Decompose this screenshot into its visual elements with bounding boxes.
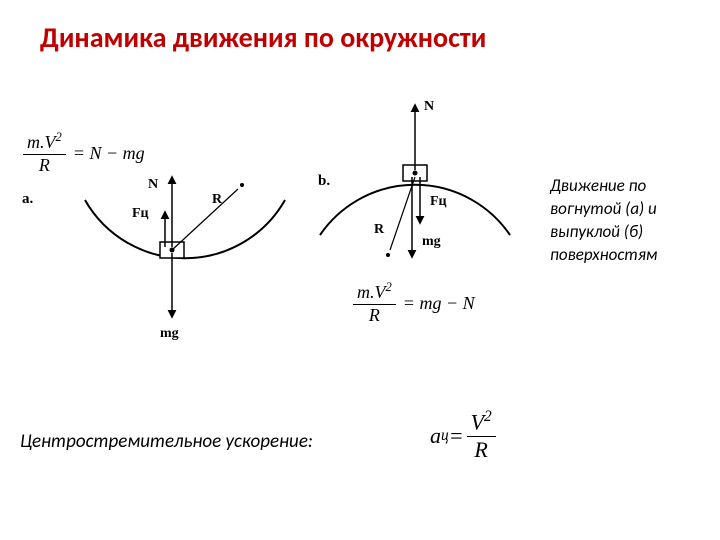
case-a-label: a. (22, 191, 34, 207)
physics-diagram: m.V2 R = N − mg a. N Fц mg R b. (20, 85, 530, 365)
label-r-b: R (374, 222, 385, 237)
diagram-caption: Движение по вогнутой (а) и выпуклой (б) … (550, 175, 705, 267)
page-title: Динамика движения по окружности (40, 20, 486, 55)
label-fc-b: Fц (430, 194, 447, 209)
label-r-a: R (212, 192, 223, 207)
centripetal-label: Центростремительное ускорение: (20, 430, 313, 453)
center-dot-a (240, 183, 244, 187)
convex-arc (320, 185, 510, 235)
mass-point-b (413, 171, 418, 176)
formula-b: m.V2 R = mg − N (350, 280, 475, 326)
case-b-label: b. (318, 173, 330, 189)
label-n-a: N (148, 177, 158, 192)
formula-a: m.V2 R = N − mg (20, 130, 145, 176)
concave-arc (85, 200, 285, 258)
label-mg-b: mg (422, 234, 441, 249)
case-b-group: b. N Fц mg R m.V2 R = mg − N (318, 99, 530, 335)
case-a-group: m.V2 R = N − mg a. N Fц mg R (20, 130, 285, 341)
label-fc-a: Fц (132, 206, 149, 221)
label-mg-a: mg (160, 326, 179, 341)
radius-line-a (172, 189, 238, 250)
formula-centripetal: aц = V2 R (430, 408, 499, 463)
label-n-b: N (424, 99, 434, 114)
center-dot-b (386, 253, 390, 257)
